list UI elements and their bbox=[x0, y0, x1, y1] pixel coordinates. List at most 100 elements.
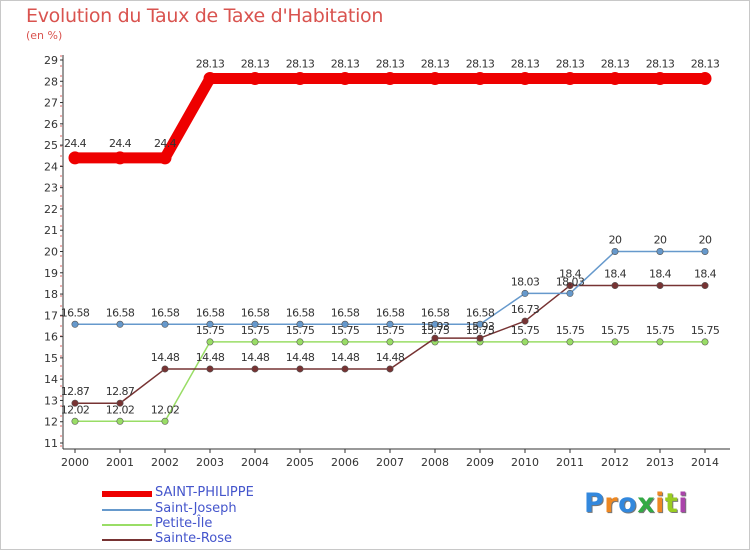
point-sainte-rose-2007 bbox=[386, 365, 394, 373]
data-label-saint-philippe-2000: 24.4 bbox=[64, 137, 87, 150]
data-label-petite-le-2010: 15.75 bbox=[511, 324, 540, 337]
point-petite-le-2013 bbox=[656, 338, 664, 346]
x-tick-label-2014: 2014 bbox=[691, 456, 719, 469]
point-saint-joseph-2010 bbox=[521, 289, 529, 297]
point-saint-philippe-2008 bbox=[428, 72, 442, 86]
point-saint-philippe-2007 bbox=[383, 72, 397, 86]
point-sainte-rose-2001 bbox=[116, 399, 124, 407]
data-label-sainte-rose-2003: 14.48 bbox=[196, 351, 225, 364]
point-sainte-rose-2000 bbox=[71, 399, 79, 407]
data-label-sainte-rose-2004: 14.48 bbox=[241, 351, 270, 364]
data-label-petite-le-2002: 12.02 bbox=[151, 403, 180, 416]
y-tick-label-13: 13 bbox=[44, 394, 58, 407]
y-tick-label-23: 23 bbox=[44, 182, 58, 195]
point-saint-joseph-2013 bbox=[656, 248, 664, 256]
data-label-saint-joseph-2004: 16.58 bbox=[241, 306, 270, 319]
y-tick-label-24: 24 bbox=[44, 160, 58, 173]
data-label-saint-philippe-2001: 24.4 bbox=[109, 137, 132, 150]
data-label-saint-joseph-2014: 20 bbox=[699, 234, 712, 247]
point-petite-le-2000 bbox=[71, 417, 79, 425]
data-label-petite-le-2003: 15.75 bbox=[196, 324, 225, 337]
legend-label-sainte-rose: Sainte-Rose bbox=[155, 531, 233, 546]
point-petite-le-2014 bbox=[701, 338, 709, 346]
x-tick-label-2013: 2013 bbox=[646, 456, 674, 469]
data-label-petite-le-2004: 15.75 bbox=[241, 324, 270, 337]
data-label-saint-joseph-2003: 16.58 bbox=[196, 306, 225, 319]
point-petite-le-2005 bbox=[296, 338, 304, 346]
y-tick-label-22: 22 bbox=[44, 203, 58, 216]
y-tick-label-15: 15 bbox=[44, 352, 58, 365]
data-label-petite-le-2008: 15.75 bbox=[421, 324, 450, 337]
data-label-petite-le-2014: 15.75 bbox=[691, 324, 720, 337]
chart-axes: 11 12 13 14 15 16 17 18 19 20 21 22 23 24 25 26 27 28 29 20… bbox=[44, 54, 730, 469]
data-label-saint-philippe-2005: 28.13 bbox=[286, 58, 315, 71]
x-tick-label-2001: 2001 bbox=[106, 456, 134, 469]
data-label-saint-joseph-2012: 20 bbox=[609, 234, 622, 247]
point-sainte-rose-2009 bbox=[476, 334, 484, 342]
point-sainte-rose-2008 bbox=[431, 334, 439, 342]
y-tick-label-14: 14 bbox=[44, 373, 58, 386]
point-saint-joseph-2011 bbox=[566, 289, 574, 297]
data-label-saint-joseph-2011: 18.03 bbox=[556, 275, 585, 288]
data-label-saint-philippe-2012: 28.13 bbox=[601, 58, 630, 71]
point-saint-joseph-2008 bbox=[431, 320, 439, 328]
point-saint-philippe-2002 bbox=[158, 151, 172, 165]
y-tick-label-17: 17 bbox=[44, 309, 58, 322]
y-tick-label-19: 19 bbox=[44, 267, 58, 280]
y-tick-label-18: 18 bbox=[44, 288, 58, 301]
logo-letter: i bbox=[678, 488, 689, 519]
point-sainte-rose-2002 bbox=[161, 365, 169, 373]
point-saint-joseph-2004 bbox=[251, 320, 259, 328]
data-label-petite-le-2011: 15.75 bbox=[556, 324, 585, 337]
data-label-saint-joseph-2000: 16.58 bbox=[61, 306, 90, 319]
point-saint-joseph-2014 bbox=[701, 248, 709, 256]
data-label-sainte-rose-2008: 15.93 bbox=[421, 320, 450, 333]
x-tick-label-2000: 2000 bbox=[61, 456, 89, 469]
point-saint-joseph-2009 bbox=[476, 320, 484, 328]
legend-swatch-saint-philippe bbox=[102, 491, 152, 497]
y-tick-label-16: 16 bbox=[44, 331, 58, 344]
data-label-sainte-rose-2013: 18.4 bbox=[649, 268, 672, 281]
legend-swatch-saint-joseph bbox=[102, 509, 152, 511]
point-saint-philippe-2005 bbox=[293, 72, 307, 86]
data-label-saint-joseph-2001: 16.58 bbox=[106, 306, 135, 319]
data-label-saint-philippe-2014: 28.13 bbox=[691, 58, 720, 71]
point-petite-le-2002 bbox=[161, 417, 169, 425]
point-sainte-rose-2012 bbox=[611, 282, 619, 290]
logo-letter: o bbox=[618, 488, 638, 519]
data-label-sainte-rose-2002: 14.48 bbox=[151, 351, 180, 364]
y-tick-label-21: 21 bbox=[44, 224, 58, 237]
data-label-saint-philippe-2008: 28.13 bbox=[421, 58, 450, 71]
y-tick-label-20: 20 bbox=[44, 246, 58, 259]
data-label-saint-joseph-2009: 16.58 bbox=[466, 306, 495, 319]
proxiti-logo: Proxiti bbox=[584, 488, 688, 519]
data-label-petite-le-2006: 15.75 bbox=[331, 324, 360, 337]
data-label-saint-joseph-2007: 16.58 bbox=[376, 306, 405, 319]
point-petite-le-2012 bbox=[611, 338, 619, 346]
point-sainte-rose-2014 bbox=[701, 282, 709, 290]
point-petite-le-2003 bbox=[206, 338, 214, 346]
data-label-sainte-rose-2009: 15.93 bbox=[466, 320, 495, 333]
data-label-sainte-rose-2001: 12.87 bbox=[106, 385, 135, 398]
logo-letter: t bbox=[664, 488, 679, 519]
chart-series-lines bbox=[68, 72, 712, 425]
x-tick-label-2009: 2009 bbox=[466, 456, 494, 469]
logo-letter: P bbox=[584, 488, 605, 519]
point-saint-philippe-2006 bbox=[338, 72, 352, 86]
point-saint-joseph-2012 bbox=[611, 248, 619, 256]
data-label-petite-le-2009: 15.75 bbox=[466, 324, 495, 337]
data-label-petite-le-2013: 15.75 bbox=[646, 324, 675, 337]
legend-label-petite-ile: Petite-Île bbox=[155, 516, 213, 531]
chart-data-labels: 12.02 12.02 12.02 15.75 15.75 15.75 15.75 15.75… bbox=[61, 58, 721, 417]
point-saint-joseph-2002 bbox=[161, 320, 169, 328]
x-tick-label-2008: 2008 bbox=[421, 456, 449, 469]
data-label-saint-philippe-2002: 24.4 bbox=[154, 137, 177, 150]
y-tick-label-25: 25 bbox=[44, 139, 58, 152]
point-petite-le-2007 bbox=[386, 338, 394, 346]
point-saint-joseph-2006 bbox=[341, 320, 349, 328]
point-saint-philippe-2000 bbox=[68, 151, 82, 165]
point-petite-le-2010 bbox=[521, 338, 529, 346]
data-label-sainte-rose-2011: 18.4 bbox=[559, 268, 582, 281]
data-label-petite-le-2007: 15.75 bbox=[376, 324, 405, 337]
